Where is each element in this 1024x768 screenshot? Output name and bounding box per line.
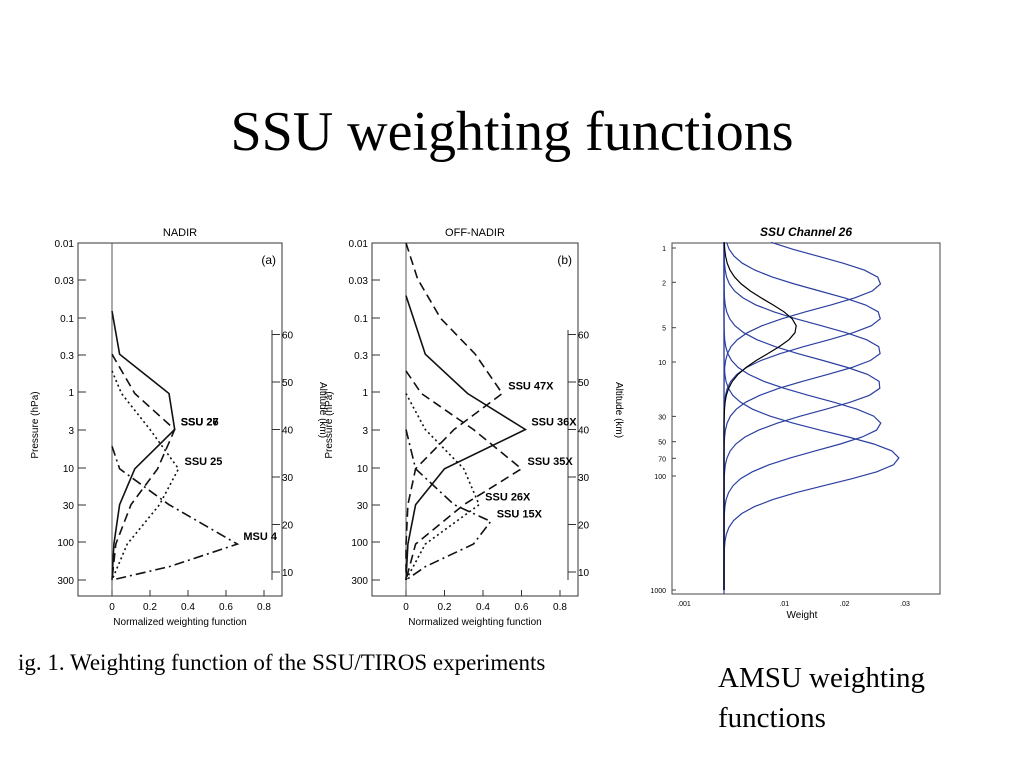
nadir-y2tick-label: 10 (282, 568, 294, 579)
offnadir-y2label: Altitude (km) (613, 382, 624, 438)
offnadir-series-line (405, 370, 523, 581)
nadir-ytick-label: 3 (68, 426, 74, 437)
offnadir-series-line (405, 242, 504, 580)
offnadir-ytick-label: 0.03 (349, 276, 369, 287)
offnadir-series-line (405, 429, 492, 581)
offnadir-xtick-label: 0.4 (476, 602, 490, 613)
amsu-weighting-curve (723, 242, 881, 590)
offnadir-y2tick-label: 60 (578, 331, 590, 342)
nadir-series-line (111, 353, 176, 581)
nadir-y2label: Altitude (km) (317, 382, 328, 438)
nadir-ylabel: Pressure (hPa) (30, 391, 41, 458)
offnadir-y2tick-label: 10 (578, 568, 590, 579)
nadir-series-line (111, 310, 176, 581)
amsu-weighting-curve (723, 242, 797, 590)
nadir-frame (77, 242, 283, 597)
offnadir-xlabel: Normalized weighting function (408, 617, 541, 628)
amsu-ytick-label: 5 (662, 326, 666, 333)
offnadir-y2tick-label: 50 (578, 378, 590, 389)
offnadir-ylabel: Pressure (hPa) (324, 391, 335, 458)
nadir-y2tick-label: 20 (282, 521, 294, 532)
amsu-ytick-label: 2 (662, 280, 666, 287)
amsu-ytick-label: 30 (658, 414, 666, 421)
offnadir-series-label: SSU 47X (508, 381, 554, 393)
nadir-xtick-label: 0 (109, 602, 115, 613)
amsu-xtick-label: .01 (779, 601, 789, 608)
figure-caption: ig. 1. Weighting function of the SSU/TIR… (18, 650, 546, 675)
offnadir-series-label: SSU 15X (497, 508, 543, 520)
amsu-ytick-label: 100 (654, 474, 666, 481)
amsu-xtick-label: .03 (900, 601, 910, 608)
amsu-ytick-label: 1 (662, 246, 666, 253)
nadir-ytick-label: 300 (57, 576, 74, 587)
nadir-y2tick-label: 40 (282, 426, 294, 437)
nadir-y2tick-label: 50 (282, 378, 294, 389)
offnadir-series-label: SSU 36X (531, 416, 577, 428)
offnadir-ytick-label: 10 (357, 464, 369, 475)
nadir-ytick-label: 0.03 (55, 276, 75, 287)
offnadir-series-label: SSU 26X (485, 492, 531, 504)
amsu-caption: AMSU weighting functions (718, 662, 926, 734)
nadir-ytick-label: 30 (63, 501, 75, 512)
offnadir-panel-label: (b) (557, 253, 572, 267)
amsu-xtick-label: .02 (840, 601, 850, 608)
offnadir-ytick-label: 0.3 (354, 351, 368, 362)
nadir-ytick-label: 0.1 (60, 314, 74, 325)
offnadir-xtick-label: 0 (403, 602, 409, 613)
nadir-xtick-label: 0.2 (143, 602, 157, 613)
offnadir-series-label: SSU 35X (528, 456, 574, 468)
offnadir-ytick-label: 0.1 (354, 314, 368, 325)
nadir-ytick-label: 100 (57, 538, 74, 549)
nadir-series-line (111, 445, 240, 581)
nadir-panel-label: (a) (261, 253, 276, 267)
nadir-ytick-label: 10 (63, 464, 75, 475)
offnadir-title: OFF-NADIR (445, 227, 505, 239)
amsu-ytick-label: 50 (658, 440, 666, 447)
nadir-series-label: SSU 25 (185, 456, 223, 468)
nadir-xtick-label: 0.4 (181, 602, 195, 613)
nadir-y2tick-label: 60 (282, 331, 294, 342)
nadir-y2tick-label: 30 (282, 473, 294, 484)
offnadir-y2tick-label: 20 (578, 521, 590, 532)
amsu-weighting-curve (723, 242, 900, 590)
offnadir-ytick-label: 1 (362, 388, 368, 399)
offnadir-ytick-label: 3 (362, 426, 368, 437)
nadir-ytick-label: 0.01 (55, 239, 75, 250)
offnadir-ytick-label: 300 (351, 576, 368, 587)
amsu-ytick-label: 10 (658, 360, 666, 367)
offnadir-xtick-label: 0.2 (438, 602, 452, 613)
offnadir-y2tick-label: 30 (578, 473, 590, 484)
offnadir-frame (371, 242, 579, 597)
offnadir-y2tick-label: 40 (578, 426, 590, 437)
amsu-xlabel: Weight (787, 610, 818, 621)
nadir-ytick-label: 0.3 (60, 351, 74, 362)
nadir-series-label: SSU 27 (181, 416, 219, 428)
offnadir-series-line (405, 295, 528, 581)
amsu-ytick-label: 1000 (650, 588, 666, 595)
nadir-xtick-label: 0.8 (257, 602, 271, 613)
amsu-frame (671, 242, 941, 595)
nadir-series-label: SSU 26 (181, 416, 219, 428)
offnadir-ytick-label: 100 (351, 538, 368, 549)
amsu-title: SSU Channel 26 (760, 225, 852, 239)
slide-title: SSU weighting functions (230, 101, 794, 163)
offnadir-xtick-label: 0.8 (553, 602, 567, 613)
nadir-xtick-label: 0.6 (219, 602, 233, 613)
nadir-series-label: MSU 4 (243, 531, 278, 543)
offnadir-series-line (405, 393, 481, 581)
nadir-title: NADIR (163, 227, 197, 239)
amsu-ytick-label: 70 (658, 456, 666, 463)
offnadir-xtick-label: 0.6 (515, 602, 529, 613)
nadir-ytick-label: 1 (68, 388, 74, 399)
nadir-xlabel: Normalized weighting function (113, 617, 246, 628)
offnadir-ytick-label: 0.01 (349, 239, 369, 250)
nadir-series-line (111, 370, 180, 581)
amsu-xtick-label: .001 (677, 601, 691, 608)
offnadir-ytick-label: 30 (357, 501, 369, 512)
